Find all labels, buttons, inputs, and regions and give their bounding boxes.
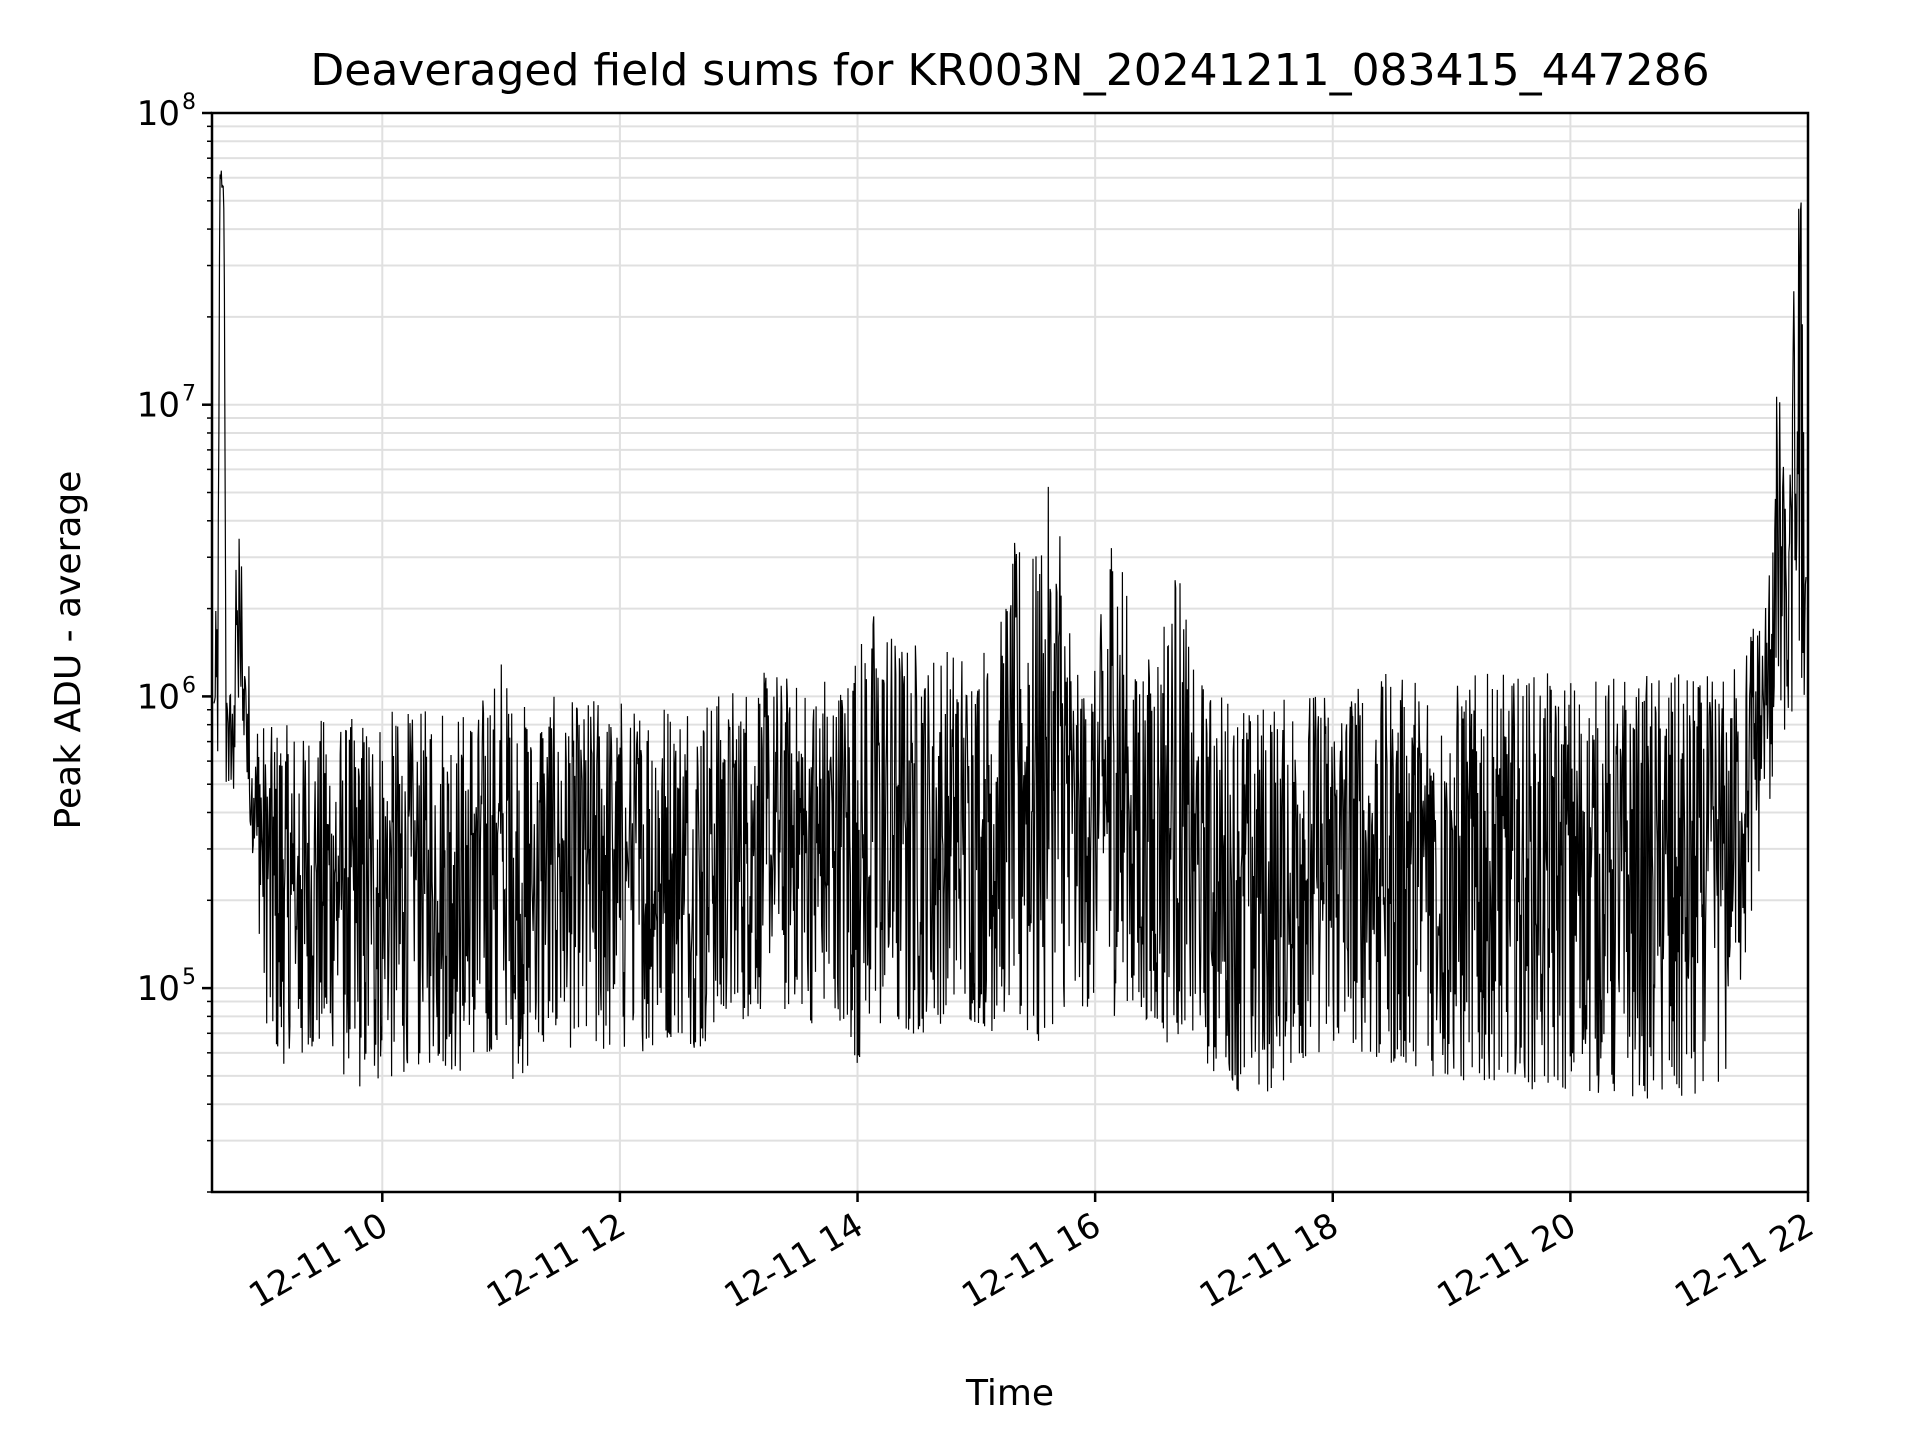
x-tick-label: 12-11 16 bbox=[955, 1205, 1107, 1316]
x-tick-label: 12-11 10 bbox=[242, 1205, 394, 1316]
x-tick-label: 12-11 22 bbox=[1668, 1205, 1820, 1316]
plot-frame bbox=[210, 111, 1810, 1194]
y-tick-exponent: 8 bbox=[182, 90, 196, 115]
y-tick-exponent: 7 bbox=[182, 382, 196, 407]
x-axis-label: Time bbox=[965, 1373, 1054, 1414]
x-tick-label: 12-11 12 bbox=[480, 1205, 632, 1316]
series-line bbox=[213, 170, 1807, 1099]
x-tick-label: 12-11 14 bbox=[718, 1205, 870, 1316]
y-axis-label: Peak ADU - average bbox=[48, 471, 89, 830]
x-tick-label: 12-11 20 bbox=[1430, 1205, 1582, 1316]
y-tick-label: 10 bbox=[137, 94, 180, 134]
y-tick-label: 10 bbox=[137, 969, 180, 1009]
x-tick-label: 12-11 18 bbox=[1193, 1205, 1345, 1316]
y-tick-exponent: 6 bbox=[182, 673, 196, 698]
y-tick-label: 10 bbox=[137, 386, 180, 426]
y-tick-label: 10 bbox=[137, 677, 180, 717]
chart-title: Deaveraged field sums for KR003N_2024121… bbox=[310, 45, 1709, 96]
y-tick-exponent: 5 bbox=[182, 965, 196, 990]
